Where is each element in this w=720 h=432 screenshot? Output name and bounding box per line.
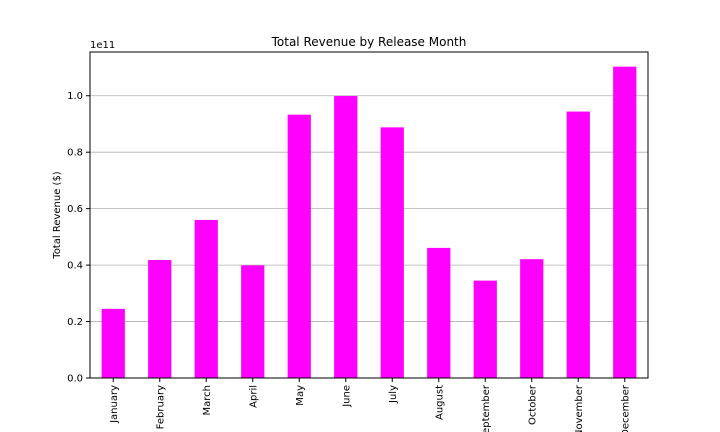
y-axis-label: Total Revenue ($) bbox=[52, 171, 63, 260]
y-axis-scale-label: 1e11 bbox=[90, 40, 115, 51]
y-axis: 0.0 0.2 0.4 0.6 0.8 1.0 bbox=[67, 91, 90, 385]
y-tick-label: 0.4 bbox=[67, 261, 83, 272]
x-tick-label: July bbox=[388, 385, 399, 404]
y-tick-label: 0.2 bbox=[67, 317, 83, 328]
x-axis: January February March April May June July Augu… bbox=[109, 378, 631, 432]
grid-lines bbox=[90, 95, 648, 379]
bar-may bbox=[287, 114, 311, 379]
y-tick-label: 0.8 bbox=[67, 148, 83, 159]
y-tick-label: 0.6 bbox=[67, 204, 83, 215]
x-tick-label: August bbox=[434, 385, 445, 420]
x-tick-label: October bbox=[527, 384, 538, 425]
chart-title: Total Revenue by Release Month bbox=[271, 35, 467, 49]
x-tick-label: November bbox=[574, 384, 585, 432]
bar-june bbox=[334, 96, 358, 379]
bars bbox=[101, 66, 637, 379]
x-tick-label: April bbox=[248, 385, 259, 408]
bar-september bbox=[473, 280, 497, 378]
x-tick-label: June bbox=[341, 385, 352, 408]
x-tick-label: December bbox=[620, 384, 631, 432]
x-tick-label: February bbox=[155, 385, 166, 429]
bar-july bbox=[380, 127, 404, 378]
bar-august bbox=[427, 247, 451, 378]
x-tick-label: January bbox=[109, 385, 120, 424]
y-tick-label: 1.0 bbox=[67, 91, 83, 102]
bar-november bbox=[566, 111, 590, 378]
bar-december bbox=[613, 66, 637, 378]
bar-january bbox=[101, 308, 125, 378]
x-tick-label: May bbox=[295, 385, 306, 406]
x-tick-label: March bbox=[202, 385, 213, 415]
bar-october bbox=[520, 259, 544, 378]
bar-april bbox=[241, 265, 265, 378]
bar-march bbox=[194, 219, 218, 378]
plot-frame bbox=[89, 51, 649, 379]
x-tick-label: September bbox=[481, 384, 492, 432]
y-tick-label: 0.0 bbox=[67, 374, 83, 385]
bar-february bbox=[148, 260, 172, 378]
